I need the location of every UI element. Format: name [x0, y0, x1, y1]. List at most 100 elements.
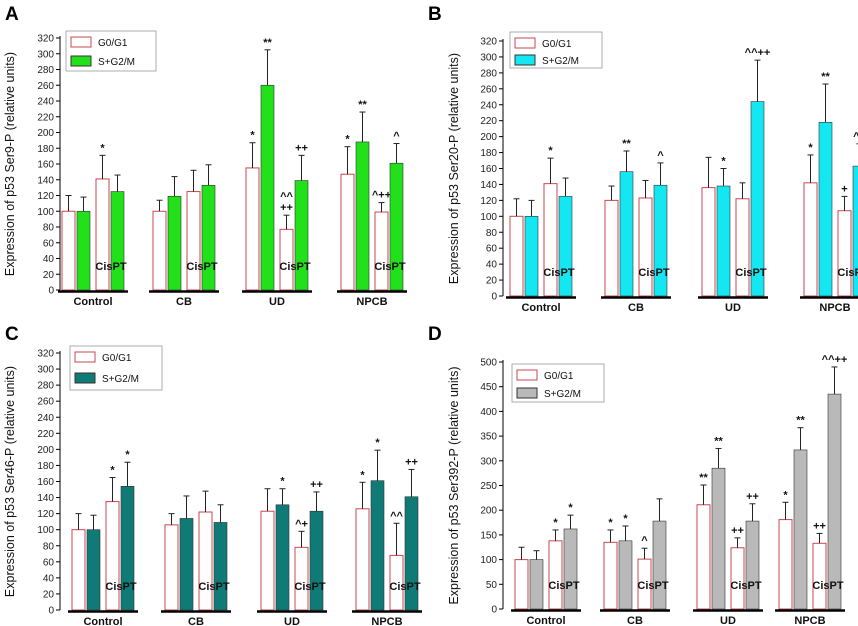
bar	[793, 449, 808, 610]
legend-swatch	[70, 55, 92, 67]
cispt-label: CisPT	[543, 267, 574, 279]
bar	[653, 184, 668, 297]
bar	[294, 546, 309, 611]
y-tick-label: 320	[37, 349, 54, 360]
significance-label: ^^	[280, 191, 293, 203]
cispt-label: CisPT	[548, 580, 579, 592]
significance-label: **	[622, 138, 631, 150]
panel-letter: A	[5, 4, 19, 25]
y-tick-label: 260	[37, 397, 54, 408]
legend-swatch	[514, 37, 536, 49]
bar	[803, 182, 818, 297]
significance-label: *	[345, 134, 350, 146]
panel-d: D 0 50 100 150 200 250 300 350 400 450 500 Expressio…	[428, 324, 847, 626]
y-tick-label: 100	[480, 555, 497, 566]
y-tick-label: 120	[37, 191, 54, 202]
significance-label: ^^++	[745, 47, 771, 59]
legend-label: G0/G1	[542, 39, 572, 50]
significance-label: ++	[405, 456, 418, 468]
bar	[152, 210, 167, 291]
significance-label: ^	[641, 535, 648, 547]
y-tick-label: 220	[37, 429, 54, 440]
y-tick-label: 40	[43, 254, 55, 265]
y-tick-label: 140	[480, 180, 497, 191]
y-tick-label: 200	[480, 506, 497, 517]
legend-swatch	[74, 351, 96, 363]
bar	[198, 511, 213, 611]
y-tick-label: 200	[37, 445, 54, 456]
significance-label: ++	[310, 479, 323, 491]
bar	[745, 520, 760, 610]
legend-swatch	[514, 54, 536, 66]
y-tick-label: 300	[37, 49, 54, 60]
bar	[179, 518, 194, 611]
cispt-label: CisPT	[730, 580, 761, 592]
legend-swatch	[516, 387, 538, 399]
significance-label: *	[808, 142, 813, 154]
y-tick-label: 240	[37, 97, 54, 108]
significance-label: **	[796, 415, 805, 427]
y-tick-label: 0	[48, 286, 54, 297]
legend-label: S+G2/M	[102, 374, 139, 385]
y-tick-label: 60	[486, 244, 498, 255]
bar	[260, 510, 275, 611]
group-label: Control	[526, 615, 565, 626]
legend-swatch	[516, 369, 538, 381]
bar	[543, 183, 558, 297]
significance-label: ^+	[853, 131, 858, 143]
y-tick-label: 280	[37, 381, 54, 392]
cispt-label: CisPT	[198, 581, 229, 593]
bar	[355, 508, 370, 611]
bar	[71, 529, 86, 611]
significance-label: *	[568, 502, 573, 514]
bar	[812, 542, 827, 610]
y-tick-label: 180	[480, 148, 497, 159]
y-axis-label: Expression of p53 Ser9-P (relative units…	[3, 52, 17, 276]
panel-letter: C	[5, 324, 19, 345]
bar	[619, 171, 634, 297]
group-label: CB	[188, 616, 204, 626]
cispt-label: CisPT	[837, 267, 858, 279]
group-label: CB	[627, 615, 643, 626]
significance-label: *	[623, 513, 628, 525]
significance-label: **	[263, 37, 272, 49]
bar	[164, 524, 179, 611]
bar	[735, 198, 750, 297]
cispt-label: CisPT	[812, 580, 843, 592]
bar	[309, 510, 324, 611]
legend-label: G0/G1	[544, 371, 574, 382]
significance-label: *	[360, 469, 365, 481]
y-tick-label: 450	[480, 382, 497, 393]
y-tick-label: 50	[486, 580, 498, 591]
legend-label: S+G2/M	[544, 389, 581, 400]
y-tick-label: 80	[43, 223, 55, 234]
y-tick-label: 320	[480, 37, 497, 48]
bar	[245, 167, 260, 291]
bar	[61, 210, 76, 291]
bar	[355, 141, 370, 291]
cispt-label: CisPT	[95, 261, 126, 273]
bar	[275, 504, 290, 611]
y-tick-label: 220	[37, 112, 54, 123]
cispt-label: CisPT	[374, 261, 405, 273]
bar	[548, 540, 563, 610]
bar	[652, 520, 667, 610]
significance-label: **	[821, 71, 830, 83]
significance-label: **	[699, 472, 708, 484]
legend-label: S+G2/M	[542, 56, 579, 67]
y-tick-label: 0	[48, 606, 54, 617]
significance-label: *	[553, 517, 558, 529]
group-label: CB	[176, 296, 192, 308]
y-tick-label: 100	[37, 525, 54, 536]
y-tick-label: 120	[480, 196, 497, 207]
significance-label: **	[714, 435, 723, 447]
bar	[370, 480, 385, 611]
legend-label: S+G2/M	[98, 57, 135, 68]
significance-label: *	[280, 476, 285, 488]
significance-label: ^	[393, 131, 400, 143]
legend-label: G0/G1	[102, 353, 132, 364]
panel-b: B 0 20 40 60 80 100 120 140 160 180 200 220 240 260 280…	[428, 4, 858, 314]
y-tick-label: 160	[480, 164, 497, 175]
y-tick-label: 0	[491, 605, 497, 616]
